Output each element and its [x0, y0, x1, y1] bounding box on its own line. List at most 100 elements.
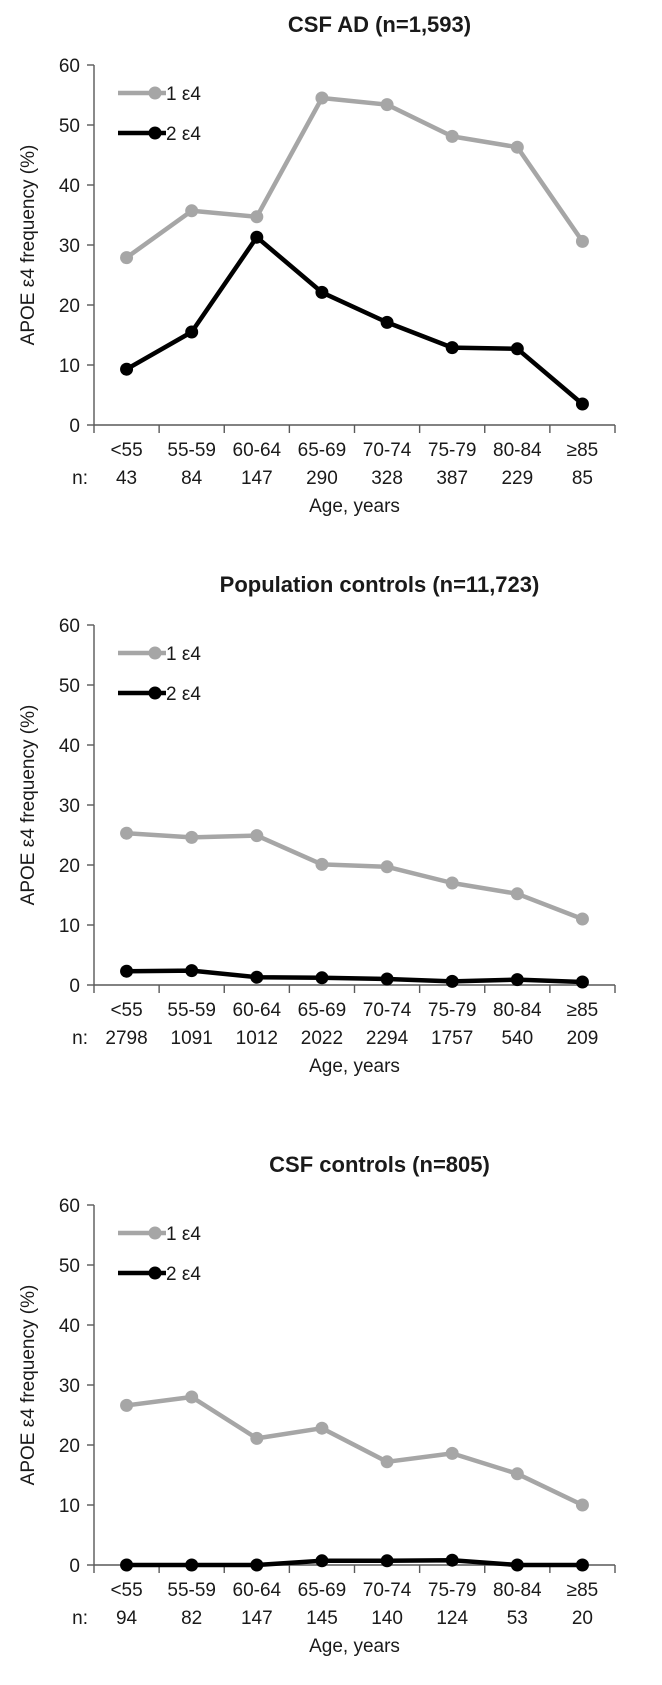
- series-2-e4-point: [185, 1558, 199, 1572]
- x-tick-label: 70-74: [363, 1580, 412, 1601]
- x-tick-label: ≥85: [567, 1000, 599, 1021]
- x-tick-label: 55-59: [167, 1000, 216, 1021]
- series-2-e4-point: [315, 971, 329, 985]
- legend-2-e4-label: 2 ε4: [166, 1264, 201, 1285]
- series-2-e4-line: [126, 968, 583, 985]
- series-1-e4-point: [250, 1431, 264, 1445]
- series-2-e4-point: [445, 341, 459, 355]
- n-value-label: 387: [436, 468, 468, 489]
- y-tick-label: 20: [59, 1436, 80, 1457]
- n-value-label: 1012: [236, 1028, 278, 1049]
- series-2-e4-point: [510, 1558, 524, 1572]
- series-1-e4-point: [445, 876, 459, 890]
- n-value-label: 229: [501, 468, 533, 489]
- x-tick-label: ≥85: [567, 440, 599, 461]
- n-value-label: 1091: [171, 1028, 213, 1049]
- legend-2-e4-label: 2 ε4: [166, 684, 201, 705]
- n-value-label: 2798: [105, 1028, 147, 1049]
- series-1-e4-line: [125, 95, 585, 260]
- series-1-e4-point: [185, 204, 199, 218]
- n-value-label: 84: [181, 468, 203, 489]
- y-tick-label: 60: [59, 56, 80, 77]
- x-tick-label: 55-59: [167, 440, 216, 461]
- x-tick-label: 80-84: [493, 1000, 542, 1021]
- x-tick-label: 80-84: [493, 440, 542, 461]
- x-tick-label: <55: [110, 1580, 142, 1601]
- n-value-label: 1757: [431, 1028, 473, 1049]
- y-axis-label: APOE ε4 frequency (%): [18, 1285, 39, 1486]
- series-1-e4-point: [510, 140, 524, 154]
- series-1-e4-point: [120, 1398, 134, 1412]
- legend-1-e4-marker: [148, 86, 162, 100]
- series-2-e4-point: [510, 342, 524, 356]
- x-tick-label: ≥85: [567, 1580, 599, 1601]
- n-value-label: 2294: [366, 1028, 409, 1049]
- series-1-e4-point: [575, 1498, 589, 1512]
- series-1-e4-point: [445, 129, 459, 143]
- n-value-label: 43: [116, 468, 137, 489]
- series-2-e4-line: [126, 1557, 583, 1568]
- chart-title: CSF controls (n=805): [269, 1152, 490, 1177]
- x-axis-label: Age, years: [309, 496, 400, 517]
- y-tick-label: 30: [59, 796, 80, 817]
- x-tick-label: 60-64: [233, 1580, 282, 1601]
- series-1-e4-point: [120, 826, 134, 840]
- legend-1-e4-marker: [148, 1226, 162, 1240]
- series-2-e4-point: [510, 973, 524, 987]
- y-tick-label: 50: [59, 1256, 80, 1277]
- legend-1-e4-label: 1 ε4: [166, 84, 201, 105]
- x-tick-label: 65-69: [298, 1000, 347, 1021]
- x-tick-label: 70-74: [363, 440, 412, 461]
- series-1-e4-line: [126, 830, 584, 922]
- series-2-e4-point: [380, 972, 394, 986]
- series-2-e4-point: [250, 970, 264, 984]
- legend-2-e4-label: 2 ε4: [166, 124, 201, 145]
- y-tick-label: 0: [69, 416, 80, 437]
- x-tick-label: 70-74: [363, 1000, 412, 1021]
- legend-1-e4-label: 1 ε4: [166, 644, 201, 665]
- chart-panel-population-controls: Population controls (n=11,723) 0 10 20 30 40 5…: [0, 560, 662, 1100]
- series-2-e4-line: [125, 234, 584, 406]
- y-axis-label: APOE ε4 frequency (%): [18, 145, 39, 346]
- y-tick-label: 40: [59, 176, 80, 197]
- n-value-label: 145: [306, 1608, 338, 1629]
- series-2-e4-point: [445, 1553, 459, 1567]
- n-value-label: 147: [241, 1608, 273, 1629]
- n-prefix-label: n:: [72, 468, 88, 489]
- series-1-e4-point: [575, 234, 589, 248]
- series-2-e4-point: [250, 1558, 264, 1572]
- chart-title: CSF AD (n=1,593): [288, 12, 471, 37]
- series-2-e4-point: [315, 285, 329, 299]
- y-tick-label: 40: [59, 1316, 80, 1337]
- y-tick-label: 0: [69, 976, 80, 997]
- legend-1-e4-label: 1 ε4: [166, 1224, 201, 1245]
- chart-population-controls: Population controls (n=11,723) 0 10 20 30 40 5…: [18, 572, 616, 1077]
- series-2-e4-point: [185, 964, 199, 978]
- y-tick-label: 10: [59, 356, 80, 377]
- series-1-e4-point: [315, 1421, 329, 1435]
- n-value-label: 20: [572, 1608, 593, 1629]
- series-2-e4-point: [445, 974, 459, 988]
- series-2-e4-point: [575, 975, 589, 989]
- y-tick-label: 20: [59, 856, 80, 877]
- series-1-e4-line: [126, 1394, 584, 1508]
- n-prefix-label: n:: [72, 1608, 88, 1629]
- chart-csf-controls: CSF controls (n=805) 0 10 20 30 40 50 60 APOE ε4…: [18, 1152, 616, 1657]
- n-value-label: 540: [501, 1028, 533, 1049]
- n-value-label: 209: [567, 1028, 599, 1049]
- x-tick-label: 65-69: [298, 440, 347, 461]
- n-value-label: 290: [306, 468, 338, 489]
- y-tick-label: 60: [59, 616, 80, 637]
- n-value-label: 124: [436, 1608, 468, 1629]
- x-tick-label: 75-79: [428, 1000, 477, 1021]
- x-tick-label: 60-64: [233, 1000, 282, 1021]
- x-tick-label: 75-79: [428, 440, 477, 461]
- series-1-e4-point: [250, 829, 264, 843]
- x-tick-label: <55: [110, 1000, 142, 1021]
- series-1-e4-point: [185, 1390, 199, 1404]
- legend-1-e4-marker: [148, 646, 162, 660]
- y-tick-label: 50: [59, 116, 80, 137]
- series-2-e4-point: [575, 397, 589, 411]
- x-tick-label: 60-64: [233, 440, 282, 461]
- series-1-e4-point: [380, 1455, 394, 1469]
